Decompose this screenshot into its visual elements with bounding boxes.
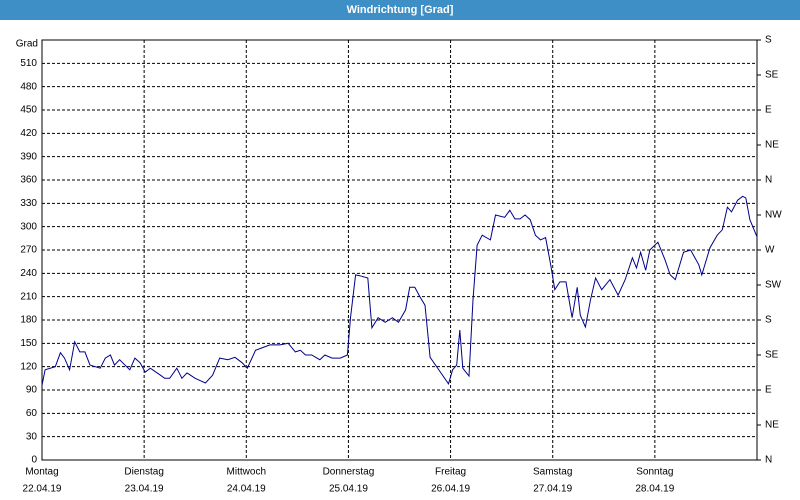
y-tick-label: 30 (26, 431, 38, 442)
y-tick-label: 270 (20, 245, 37, 256)
y-tick-label: 60 (26, 408, 38, 419)
y2-tick-label: SW (765, 280, 782, 291)
y2-tick-label: NE (765, 140, 779, 151)
x-tick-date: 22.04.19 (23, 484, 62, 495)
y-tick-label: 0 (31, 455, 37, 466)
chart-title: Windrichtung [Grad] (347, 4, 454, 16)
y-axis-label: Grad (16, 39, 38, 50)
x-tick-label: Freitag (435, 467, 466, 478)
x-tick-label: Donnerstag (323, 467, 375, 478)
y2-tick-label: SE (765, 70, 779, 81)
y2-tick-label: N (765, 175, 772, 186)
x-tick-label: Samstag (533, 467, 572, 478)
y-tick-label: 210 (20, 291, 37, 302)
x-tick-label: Sonntag (636, 467, 673, 478)
title-bar (0, 0, 800, 20)
y-tick-label: 120 (20, 361, 37, 372)
x-tick-date: 26.04.19 (431, 484, 470, 495)
y2-tick-label: S (765, 35, 772, 46)
y2-tick-label: E (765, 105, 772, 116)
y2-tick-label: N (765, 455, 772, 466)
y-tick-label: 90 (26, 385, 38, 396)
y-tick-label: 510 (20, 58, 37, 69)
y2-tick-label: NW (765, 210, 782, 221)
y-tick-label: 180 (20, 315, 37, 326)
y-tick-label: 360 (20, 175, 37, 186)
x-tick-label: Mittwoch (227, 467, 266, 478)
x-tick-date: 23.04.19 (125, 484, 164, 495)
y-tick-label: 300 (20, 221, 37, 232)
y2-tick-label: S (765, 315, 772, 326)
x-tick-label: Montag (25, 467, 58, 478)
y-tick-label: 330 (20, 198, 37, 209)
x-tick-date: 28.04.19 (635, 484, 674, 495)
x-tick-date: 25.04.19 (329, 484, 368, 495)
x-tick-date: 27.04.19 (533, 484, 572, 495)
y-tick-label: 480 (20, 81, 37, 92)
x-tick-date: 24.04.19 (227, 484, 266, 495)
y2-tick-label: W (765, 245, 775, 256)
y2-tick-label: E (765, 385, 772, 396)
y-tick-label: 150 (20, 338, 37, 349)
y-tick-label: 390 (20, 151, 37, 162)
x-tick-label: Dienstag (124, 467, 163, 478)
y-tick-label: 450 (20, 105, 37, 116)
y-tick-label: 420 (20, 128, 37, 139)
data-line (41, 195, 758, 386)
y2-tick-label: NE (765, 420, 779, 431)
y2-tick-label: SE (765, 350, 779, 361)
y-tick-label: 240 (20, 268, 37, 279)
